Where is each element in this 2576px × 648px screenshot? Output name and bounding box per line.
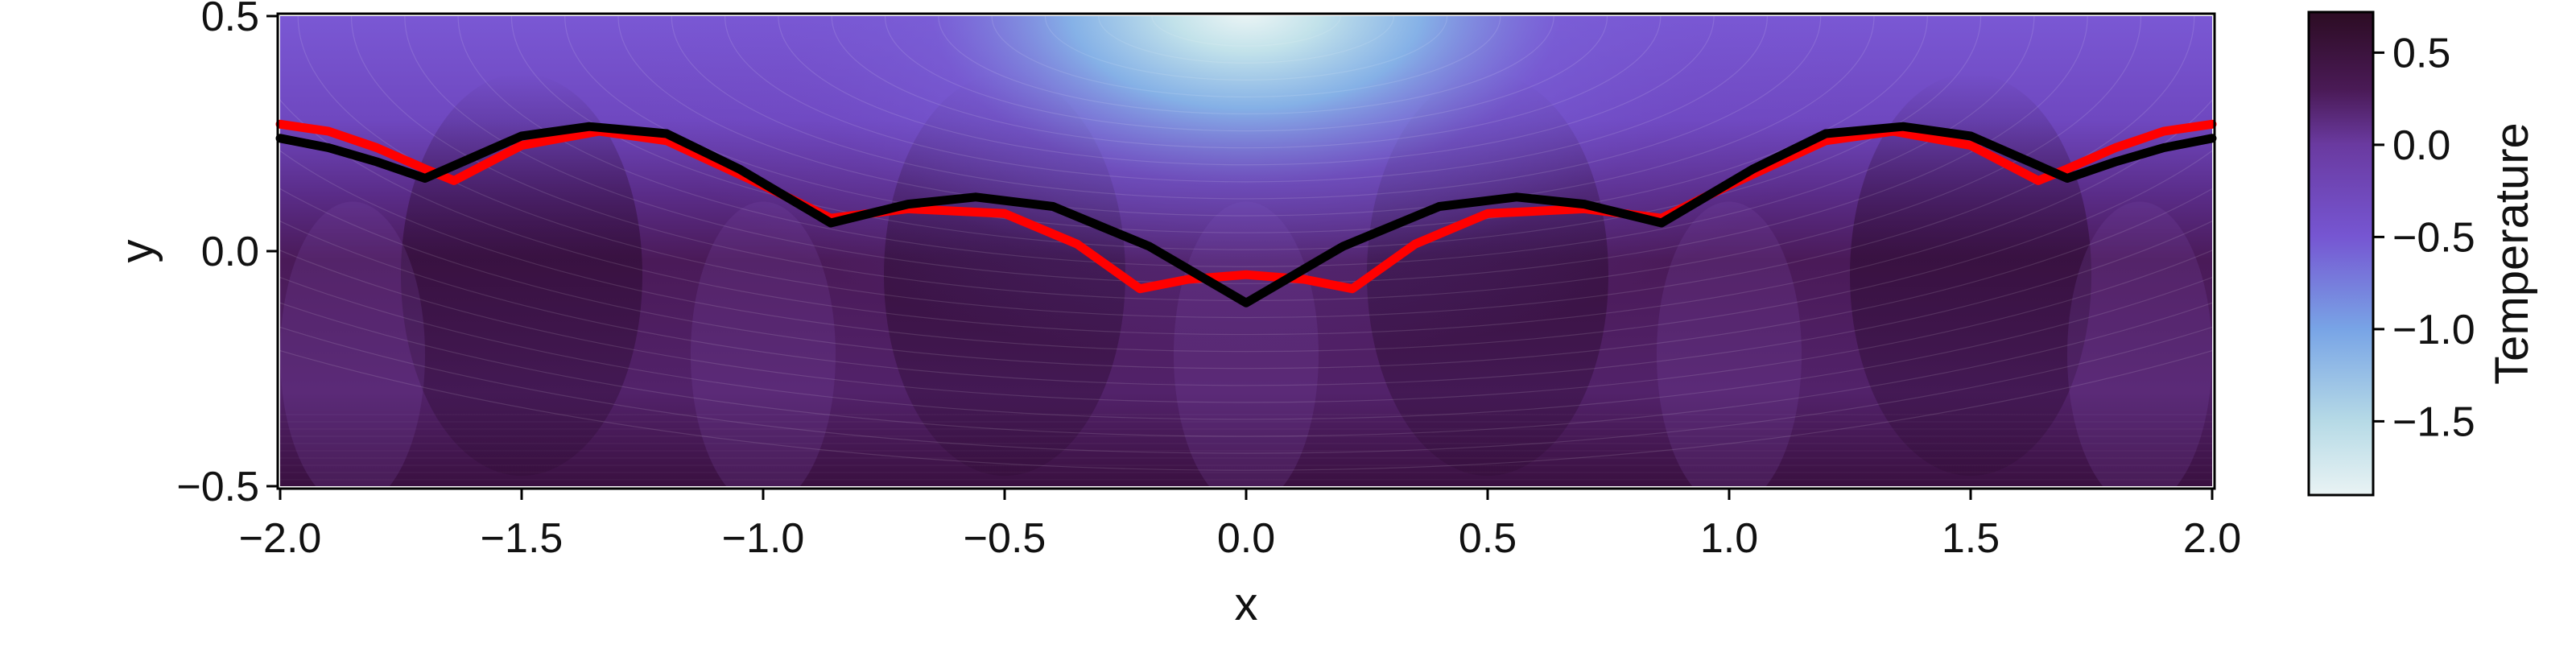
contour-line bbox=[671, 16, 1822, 200]
contour-line bbox=[280, 220, 2212, 386]
contour-line bbox=[617, 16, 1875, 217]
plot-area bbox=[0, 0, 2576, 490]
x-tick-label: 2.0 bbox=[2183, 515, 2241, 562]
colorbar-tick-label: −1.0 bbox=[2392, 307, 2475, 353]
contour-line bbox=[938, 16, 1554, 115]
contour-line bbox=[280, 99, 2212, 336]
x-tick-label: 1.5 bbox=[1942, 515, 2000, 562]
contour-line bbox=[404, 16, 2088, 284]
colorbar-tick-label: −1.5 bbox=[2392, 398, 2475, 445]
colorbar-ticks: 0.5 0.0 −0.5 −1.0 −1.5 bbox=[2373, 30, 2475, 445]
series-line-2 bbox=[275, 122, 2217, 307]
contour-line bbox=[1044, 16, 1448, 80]
contour-line bbox=[0, 0, 2576, 470]
contour-line bbox=[511, 16, 1981, 250]
contour-lines bbox=[0, 0, 2576, 480]
contour-line bbox=[280, 188, 2212, 369]
x-tick-label: −1.0 bbox=[722, 515, 805, 562]
contour-line bbox=[1151, 16, 1341, 47]
cold-spot bbox=[280, 16, 2212, 486]
contour-line bbox=[724, 16, 1768, 183]
contour-line bbox=[991, 16, 1501, 98]
contour-line bbox=[885, 16, 1608, 132]
x-axis-label: x bbox=[1235, 578, 1258, 630]
y-axis: −0.5 0.0 0.5 bbox=[176, 0, 278, 510]
colorbar-tick-label: −0.5 bbox=[2392, 214, 2475, 261]
y-tick-label: 0.0 bbox=[201, 229, 259, 275]
colorbar-tick-label: 0.5 bbox=[2392, 30, 2450, 76]
contour-line bbox=[831, 16, 1662, 149]
x-tick-label: 0.0 bbox=[1217, 515, 1275, 562]
x-tick-label: 1.0 bbox=[1700, 515, 1758, 562]
series-line-1 bbox=[275, 119, 2217, 294]
contour-line bbox=[0, 0, 2515, 419]
x-axis: −2.0 −1.5 −1.0 −0.5 0.0 0.5 1.0 1.5 2.0 bbox=[239, 489, 2241, 562]
contour-line bbox=[0, 0, 2576, 453]
temperature-field bbox=[0, 0, 2576, 486]
contour-line bbox=[280, 150, 2212, 353]
contour-line bbox=[0, 0, 2568, 436]
colorbar-gradient bbox=[2307, 10, 2375, 497]
y-tick-label: 0.5 bbox=[201, 0, 259, 40]
colorbar-label: Temperature bbox=[2486, 122, 2538, 385]
y-axis-label: y bbox=[111, 240, 163, 263]
y-tick-label: −0.5 bbox=[176, 464, 259, 510]
x-tick-label: 0.5 bbox=[1459, 515, 1517, 562]
contour-line bbox=[778, 16, 1715, 166]
series-layer bbox=[275, 119, 2217, 307]
contour-line bbox=[457, 16, 2035, 267]
x-tick-label: −0.5 bbox=[964, 515, 1046, 562]
contour-line bbox=[280, 250, 2212, 403]
colorbar-tick-label: 0.0 bbox=[2392, 122, 2450, 169]
contour-line bbox=[564, 16, 1928, 233]
x-tick-label: −1.5 bbox=[481, 515, 564, 562]
x-tick-label: −2.0 bbox=[239, 515, 322, 562]
contour-line bbox=[1098, 16, 1394, 64]
contour-line bbox=[297, 16, 2195, 318]
colorbar: 0.5 0.0 −0.5 −1.0 −1.5 Temperature bbox=[2307, 10, 2538, 497]
